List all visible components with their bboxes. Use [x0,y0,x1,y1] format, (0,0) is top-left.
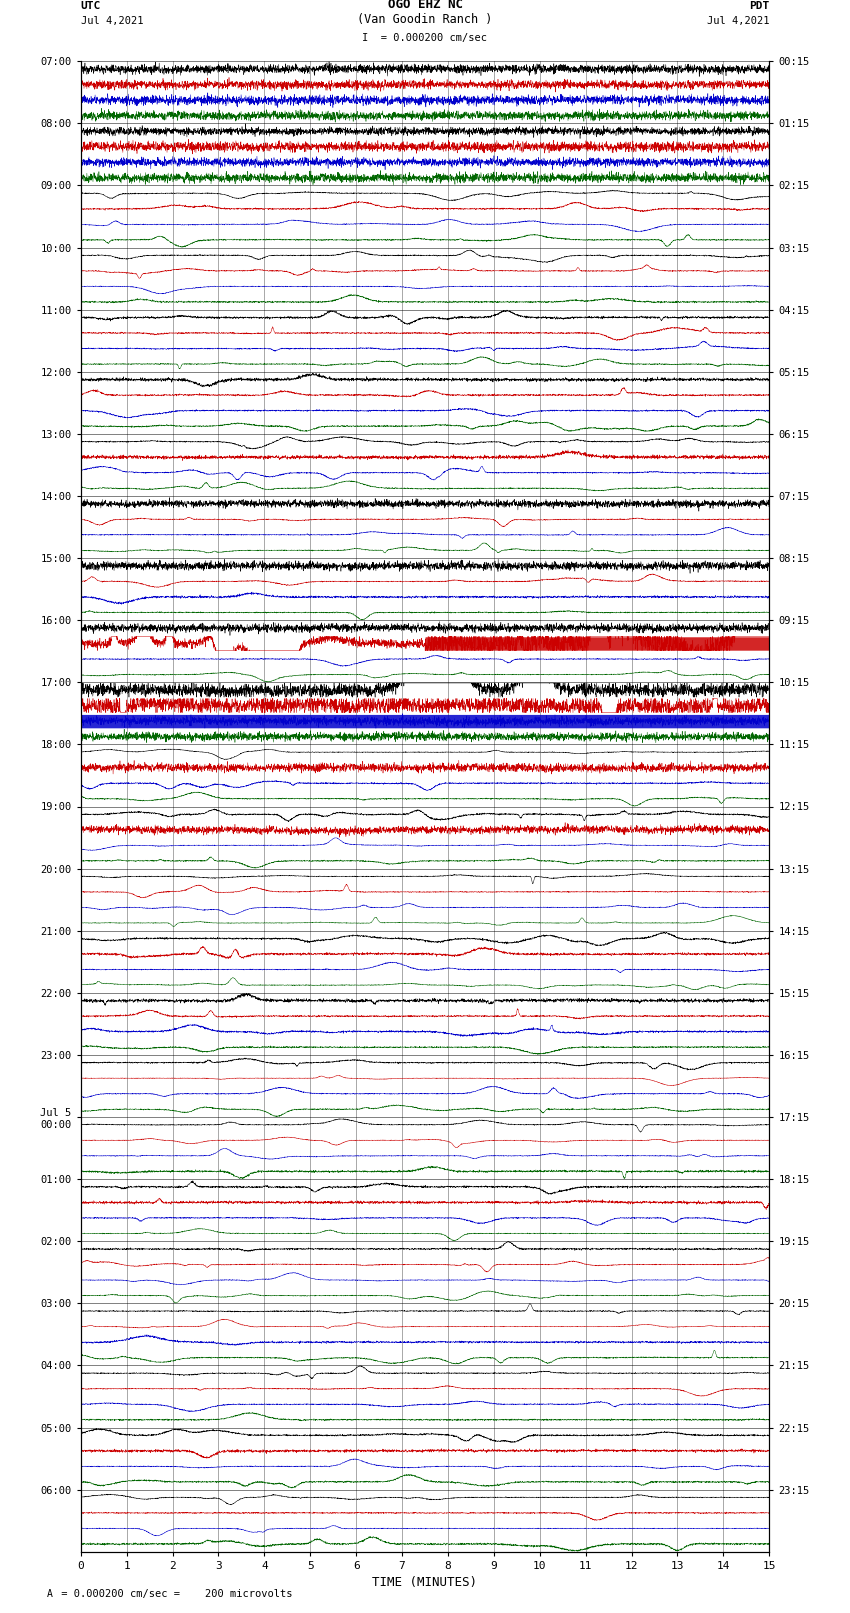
Text: A: A [47,1589,53,1598]
Text: Jul 4,2021: Jul 4,2021 [706,16,769,26]
Text: I  = 0.000200 cm/sec: I = 0.000200 cm/sec [362,34,488,44]
Text: UTC: UTC [81,0,101,11]
Text: OGO EHZ NC: OGO EHZ NC [388,0,462,11]
Text: PDT: PDT [749,0,769,11]
Text: (Van Goodin Ranch ): (Van Goodin Ranch ) [357,13,493,26]
Text: Jul 4,2021: Jul 4,2021 [81,16,144,26]
Text: = 0.000200 cm/sec =    200 microvolts: = 0.000200 cm/sec = 200 microvolts [55,1589,292,1598]
X-axis label: TIME (MINUTES): TIME (MINUTES) [372,1576,478,1589]
